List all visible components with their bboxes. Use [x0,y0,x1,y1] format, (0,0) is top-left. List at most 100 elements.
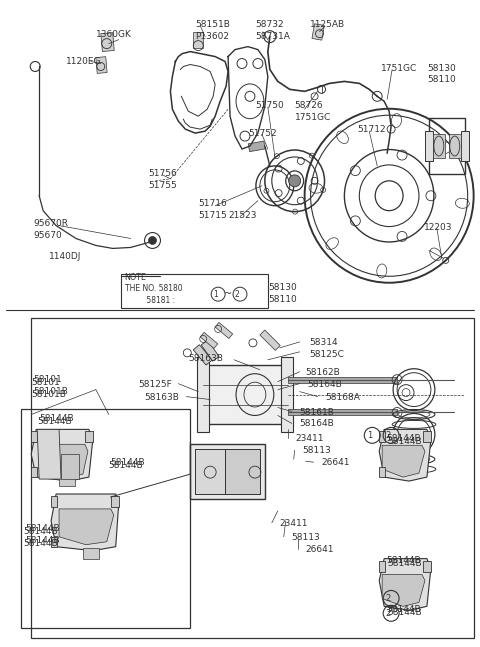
Polygon shape [31,430,93,481]
Bar [193,345,212,365]
Text: 58113: 58113 [292,532,321,542]
Bar [96,57,107,73]
Text: 58163B: 58163B [188,354,223,363]
Text: 58101: 58101 [31,378,60,387]
Text: THE NO. 58180: THE NO. 58180 [125,284,182,293]
Text: 58168A: 58168A [325,393,360,402]
Text: 58101B: 58101B [31,389,66,399]
Bar [215,322,233,338]
Bar [195,449,225,494]
Polygon shape [382,575,425,606]
Text: 58144B: 58144B [386,556,421,565]
Bar [197,356,209,432]
Text: NOTE: NOTE [125,273,147,282]
Text: 51752: 51752 [248,129,276,138]
Polygon shape [39,444,88,477]
Text: 1120EG: 1120EG [66,56,101,65]
Text: 95670R: 95670R [33,219,68,228]
Text: 51755: 51755 [148,181,177,190]
Text: 58161B: 58161B [300,408,335,417]
Text: 58144B: 58144B [387,558,422,567]
Bar [225,449,260,494]
Text: 58162B: 58162B [306,367,340,377]
Polygon shape [111,496,119,507]
Text: 58144B: 58144B [25,536,60,545]
Text: 58144B: 58144B [23,527,58,536]
Bar [200,333,218,349]
Text: 58125F: 58125F [139,380,172,389]
Text: 2: 2 [385,432,391,441]
Bar [288,410,397,415]
Text: 58164B: 58164B [308,380,342,389]
Text: 51750: 51750 [255,102,284,110]
Text: 26641: 26641 [306,545,334,554]
Polygon shape [382,445,425,477]
Text: 26641: 26641 [322,458,350,467]
Polygon shape [85,432,93,443]
Text: 58151B: 58151B [195,20,230,28]
Polygon shape [379,430,431,481]
Text: 58144B: 58144B [109,461,144,470]
Text: P13602: P13602 [195,32,229,41]
Text: 1125AB: 1125AB [310,20,345,28]
Text: 95670: 95670 [33,230,62,239]
Bar [193,32,203,48]
Text: 21523: 21523 [228,211,257,220]
Polygon shape [379,560,385,571]
Polygon shape [379,558,431,610]
Text: 58144B: 58144B [386,606,421,615]
Circle shape [288,175,300,187]
Text: 1751GC: 1751GC [295,113,331,122]
Polygon shape [423,432,431,443]
Bar [203,365,288,424]
Bar [248,141,265,151]
Text: 51712: 51712 [357,125,386,134]
Polygon shape [59,476,75,486]
Text: 23411: 23411 [280,519,308,528]
Text: 58144B: 58144B [387,608,422,617]
Text: 58101: 58101 [33,375,62,384]
Polygon shape [423,560,431,571]
Polygon shape [379,432,385,443]
Text: 58181 :: 58181 : [125,296,175,305]
Text: 58144B: 58144B [387,437,422,446]
Text: 58130: 58130 [268,283,297,292]
Text: 58113: 58113 [302,446,331,455]
Text: 58110: 58110 [268,295,297,304]
Text: 58731A: 58731A [255,32,290,41]
Bar [260,330,280,351]
Bar [101,32,114,52]
Text: 58164B: 58164B [300,419,335,428]
Bar [449,134,461,158]
Bar [281,356,293,432]
Polygon shape [51,496,57,507]
Text: 58726: 58726 [295,102,324,110]
Text: 58314: 58314 [310,338,338,347]
Text: 2: 2 [385,595,391,604]
Text: 1140DJ: 1140DJ [49,252,82,261]
Text: 58144B: 58144B [37,417,72,426]
Bar [288,377,397,382]
Text: 58144B: 58144B [386,434,421,443]
Polygon shape [59,509,114,545]
Text: 58130: 58130 [427,63,456,72]
Text: 12203: 12203 [424,223,453,232]
Text: 2: 2 [385,609,391,619]
Text: 1: 1 [367,432,372,441]
Text: 51756: 51756 [148,169,177,178]
Text: 58163B: 58163B [144,393,180,402]
Polygon shape [83,548,99,558]
Bar [190,444,265,499]
Text: 51716: 51716 [198,199,227,208]
Text: 1751GC: 1751GC [381,63,418,72]
Polygon shape [379,467,385,477]
Text: 58125C: 58125C [310,350,345,359]
Text: 58110: 58110 [427,76,456,85]
Polygon shape [37,430,61,479]
Text: 58144B: 58144B [23,539,58,548]
Text: 23411: 23411 [296,434,324,443]
Bar [433,134,445,158]
Polygon shape [51,494,119,551]
Text: 1: 1 [213,291,217,299]
Bar [429,118,465,174]
